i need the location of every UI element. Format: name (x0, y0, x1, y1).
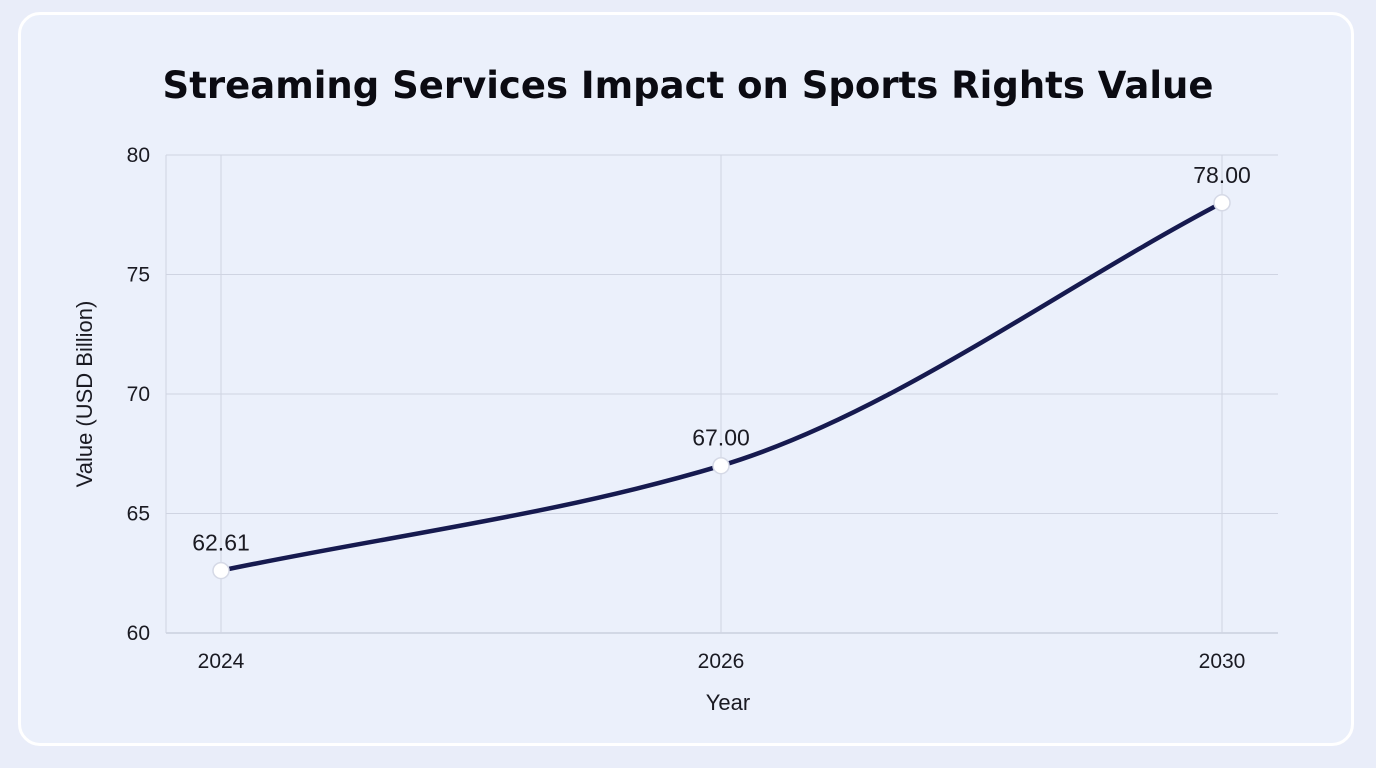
data-label: 67.00 (692, 425, 750, 451)
data-point (1213, 194, 1231, 212)
y-tick-label: 75 (127, 264, 150, 287)
data-point (712, 456, 730, 475)
data-labels: 62.61 67.00 78.00 (192, 162, 1251, 556)
y-tick-labels: 60 65 70 75 80 (127, 144, 150, 645)
y-tick-label: 65 (127, 503, 150, 526)
data-points (212, 194, 1231, 580)
x-axis-title: Year (706, 690, 750, 715)
y-axis-title: Value (USD Billion) (72, 301, 97, 488)
x-tick-labels: 2024 2026 2030 (198, 650, 1246, 673)
chart-title: Streaming Services Impact on Sports Righ… (162, 64, 1214, 107)
x-tick-label: 2030 (1199, 650, 1246, 673)
y-tick-label: 60 (127, 622, 150, 645)
chart-card (18, 12, 1354, 746)
x-tick-label: 2024 (198, 650, 245, 673)
y-tick-label: 70 (127, 383, 150, 406)
data-label: 62.61 (192, 530, 250, 556)
y-tick-label: 80 (127, 144, 150, 167)
grid (165, 154, 1278, 634)
x-tick-label: 2026 (698, 650, 745, 673)
data-point (212, 561, 230, 580)
data-label: 78.00 (1193, 162, 1251, 188)
